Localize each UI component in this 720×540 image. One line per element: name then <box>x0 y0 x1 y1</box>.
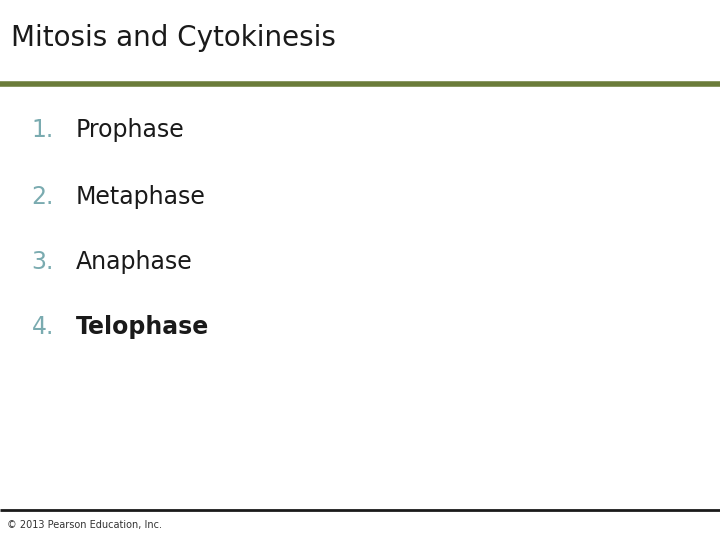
Text: Metaphase: Metaphase <box>76 185 205 209</box>
Text: 3.: 3. <box>32 250 54 274</box>
Text: 2.: 2. <box>32 185 54 209</box>
Text: 4.: 4. <box>32 315 54 339</box>
Text: 1.: 1. <box>32 118 54 141</box>
Text: Anaphase: Anaphase <box>76 250 192 274</box>
Text: Telophase: Telophase <box>76 315 209 339</box>
Text: Prophase: Prophase <box>76 118 184 141</box>
Text: Mitosis and Cytokinesis: Mitosis and Cytokinesis <box>11 24 336 52</box>
Text: © 2013 Pearson Education, Inc.: © 2013 Pearson Education, Inc. <box>7 520 162 530</box>
